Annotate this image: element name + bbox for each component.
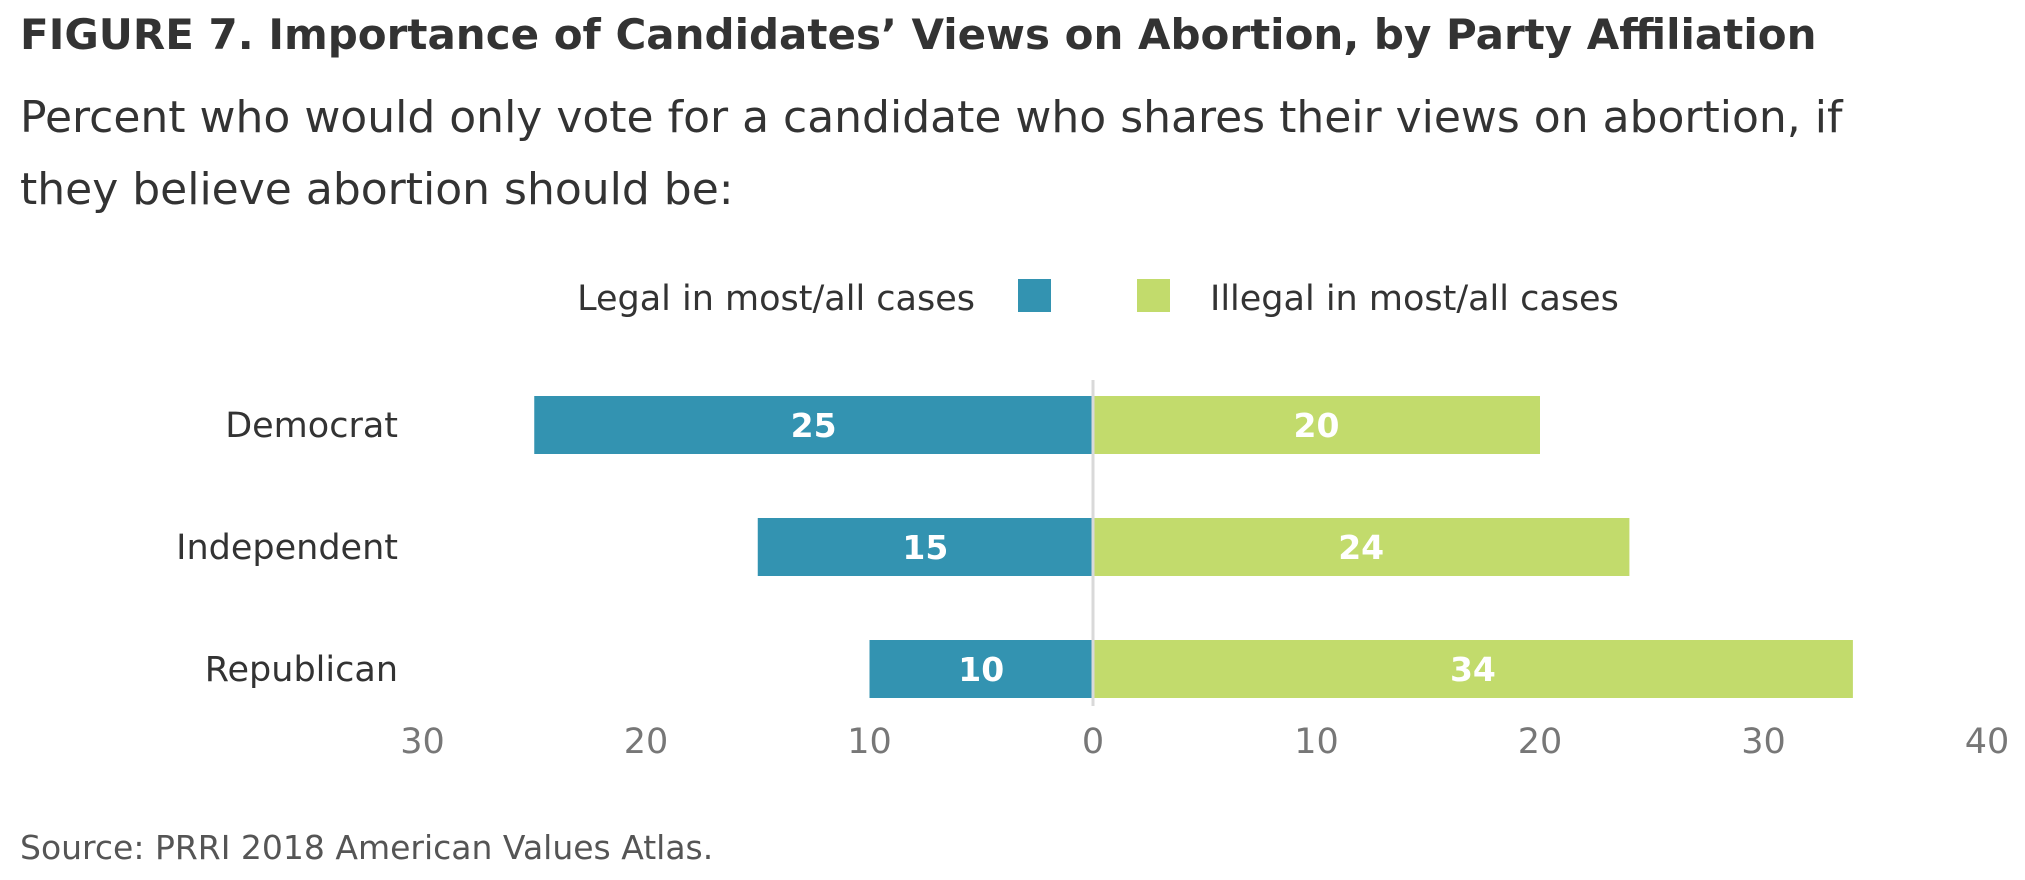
bar-legal-independent <box>757 518 1093 576</box>
chart-bars: 25 20 15 24 10 34 <box>534 396 1853 698</box>
tick-label: 30 <box>400 722 445 762</box>
legend-swatch-legal <box>1018 279 1051 312</box>
value-label-illegal-democrat: 20 <box>1294 406 1340 445</box>
source-note: Source: PRRI 2018 American Values Atlas. <box>20 828 714 867</box>
tick-label: 10 <box>847 722 892 762</box>
legend-label-illegal: Illegal in most/all cases <box>1210 279 1619 319</box>
bar-illegal-independent <box>1093 518 1630 576</box>
category-label-republican: Republican <box>205 650 398 690</box>
tick-label: 10 <box>1294 722 1339 762</box>
chart-legend: Legal in most/all cases Illegal in most/a… <box>577 279 1619 319</box>
tick-label: 0 <box>1082 722 1104 762</box>
category-labels: Democrat Independent Republican <box>176 406 398 690</box>
bar-illegal-republican <box>1093 640 1853 698</box>
bar-legal-democrat <box>534 396 1093 454</box>
legend-label-legal: Legal in most/all cases <box>577 279 975 319</box>
category-label-independent: Independent <box>176 528 398 568</box>
value-label-legal-independent: 15 <box>902 528 948 567</box>
x-axis-ticks: 30 20 10 0 10 20 30 40 <box>400 722 2009 762</box>
value-label-illegal-republican: 34 <box>1450 650 1496 689</box>
value-label-legal-democrat: 25 <box>791 406 837 445</box>
figure-subtitle: Percent who would only vote for a candid… <box>20 92 1843 215</box>
figure-title: FIGURE 7. Importance of Candidates’ View… <box>20 10 1817 59</box>
value-label-illegal-independent: 24 <box>1338 528 1384 567</box>
bar-illegal-democrat <box>1093 396 1540 454</box>
category-label-democrat: Democrat <box>225 406 398 446</box>
legend-swatch-illegal <box>1137 279 1170 312</box>
value-label-legal-republican: 10 <box>958 650 1004 689</box>
tick-label: 20 <box>624 722 669 762</box>
tick-label: 30 <box>1741 722 1786 762</box>
bar-legal-republican <box>869 640 1093 698</box>
tick-label: 40 <box>1965 722 2010 762</box>
tick-label: 20 <box>1518 722 1563 762</box>
